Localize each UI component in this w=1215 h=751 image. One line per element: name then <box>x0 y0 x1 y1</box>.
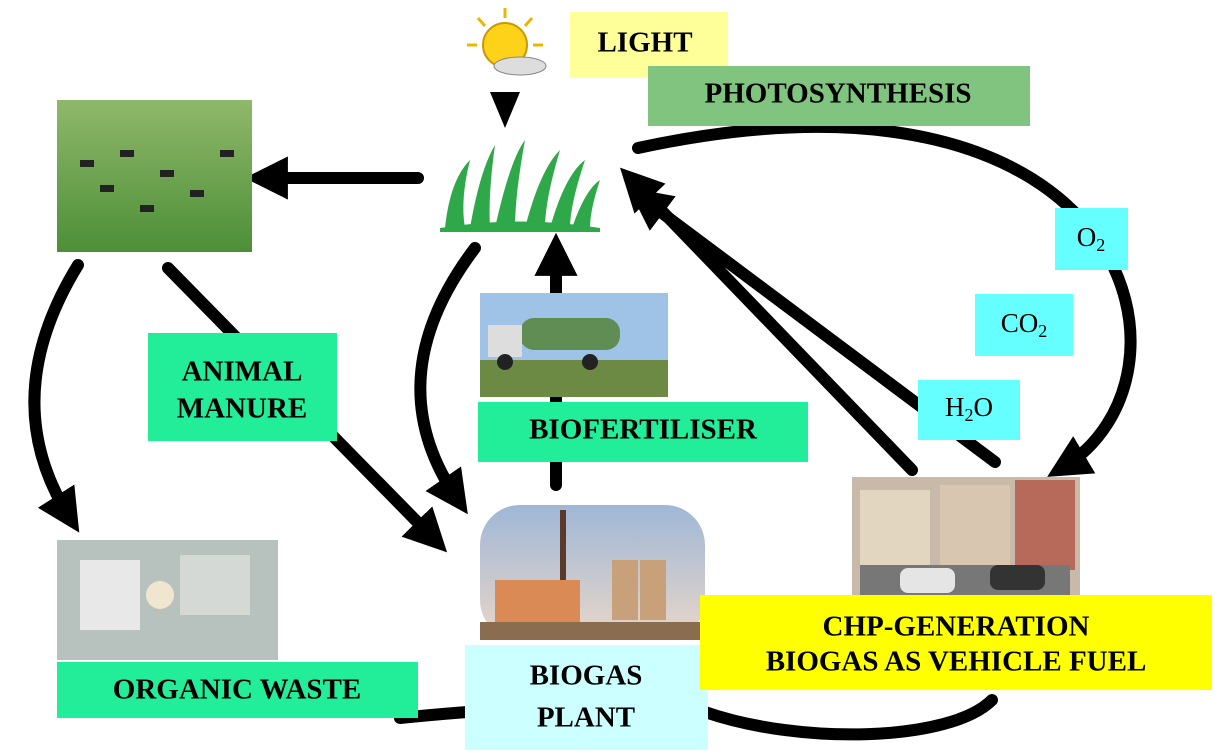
street-photo <box>852 477 1080 600</box>
gas-main: H <box>945 392 965 422</box>
chp-label: BIOGAS AS VEHICLE FUEL <box>766 646 1147 678</box>
biogas-plant-label: BIOGAS <box>530 660 643 692</box>
sun-icon <box>467 8 546 128</box>
gas-main: O <box>974 392 994 422</box>
grass-icon <box>440 140 600 232</box>
biogas-plant-photo <box>480 505 705 640</box>
organic-waste-label: ORGANIC WASTE <box>113 674 361 706</box>
gas-main: O <box>1077 222 1097 252</box>
chp-label: CHP-GENERATION <box>823 611 1090 643</box>
biogas-plant-label: PLANT <box>537 702 635 734</box>
organic-waste-photo <box>57 540 278 660</box>
arrow <box>705 700 992 734</box>
biofertiliser-label: BIOFERTILISER <box>529 414 758 446</box>
truck-photo <box>480 293 668 397</box>
gas-sub: 2 <box>1096 235 1105 255</box>
gas-main: CO <box>1001 308 1039 338</box>
light-label: LIGHT <box>597 27 692 59</box>
animal-manure-label: ANIMAL <box>182 356 303 388</box>
arrow <box>34 265 78 518</box>
arrow <box>420 248 475 500</box>
cows-photo <box>57 100 252 252</box>
photosynthesis-label: PHOTOSYNTHESIS <box>704 78 971 110</box>
gas-sub: 2 <box>965 405 974 425</box>
diagram: LIGHT PHOTOSYNTHESIS ANIMAL MANURE BIOFE… <box>0 0 1215 751</box>
gas-sub: 2 <box>1038 321 1047 341</box>
animal-manure-label: MANURE <box>177 393 308 425</box>
